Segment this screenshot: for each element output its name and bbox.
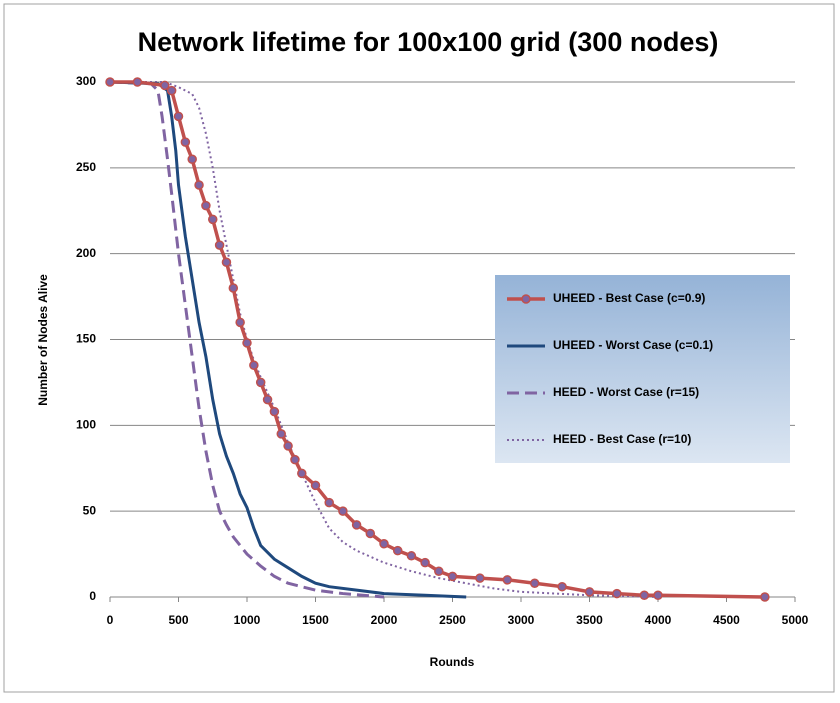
marker: [160, 80, 170, 91]
marker: [269, 406, 280, 417]
marker: [194, 180, 204, 190]
marker: [262, 394, 273, 405]
series-line: [109, 80, 385, 599]
legend-label: UHEED - Best Case (c=0.9): [553, 291, 705, 305]
marker: [310, 480, 321, 491]
x-tick-label: 500: [168, 613, 188, 627]
marker: [338, 506, 348, 516]
marker: [324, 497, 334, 508]
marker: [392, 545, 403, 556]
marker: [173, 111, 184, 122]
marker: [434, 566, 444, 576]
marker: [760, 592, 770, 602]
marker: [187, 154, 197, 164]
x-tick-label: 2000: [371, 613, 398, 627]
marker: [406, 551, 417, 561]
y-tick-label: 300: [76, 74, 96, 88]
legend-box: [495, 275, 790, 463]
legend-marker: [521, 294, 531, 304]
marker: [214, 240, 225, 250]
marker: [290, 454, 300, 465]
marker: [242, 338, 252, 348]
legend-label: HEED - Worst Case (r=15): [553, 385, 699, 399]
marker: [612, 588, 622, 599]
x-tick-label: 3000: [508, 613, 535, 627]
marker: [502, 575, 513, 585]
marker: [235, 317, 245, 328]
x-axis-label: Rounds: [430, 655, 475, 669]
y-tick-label: 50: [83, 503, 97, 517]
marker: [365, 528, 376, 539]
y-tick-label: 150: [76, 332, 96, 346]
marker: [276, 429, 286, 439]
marker: [447, 571, 458, 582]
chart-title: Network lifetime for 100x100 grid (300 n…: [138, 27, 719, 57]
x-tick-label: 1000: [234, 613, 261, 627]
y-tick-label: 250: [76, 160, 96, 174]
x-tick-label: 1500: [302, 613, 329, 627]
marker: [475, 573, 485, 583]
x-tick-label: 3500: [576, 613, 603, 627]
marker: [166, 85, 177, 96]
marker: [557, 581, 567, 592]
marker: [420, 557, 430, 568]
y-axis-label: Number of Nodes Alive: [36, 274, 50, 406]
y-tick-label: 200: [76, 246, 96, 260]
y-tick-label: 0: [89, 589, 96, 603]
legend-label: UHEED - Worst Case (c=0.1): [553, 338, 713, 352]
x-tick-label: 0: [107, 613, 114, 627]
marker: [132, 77, 143, 87]
marker: [653, 590, 663, 601]
marker: [105, 77, 115, 87]
x-tick-label: 4500: [713, 613, 740, 627]
marker: [529, 578, 540, 589]
marker: [228, 283, 239, 293]
marker: [180, 137, 191, 147]
marker: [221, 257, 232, 267]
marker: [283, 441, 293, 451]
marker: [351, 520, 362, 530]
legend-label: HEED - Best Case (r=10): [553, 432, 691, 446]
marker: [379, 539, 389, 549]
x-tick-label: 4000: [645, 613, 672, 627]
marker: [584, 587, 595, 597]
marker: [297, 468, 307, 479]
marker: [208, 214, 218, 225]
marker: [639, 590, 650, 601]
series-line: [109, 80, 467, 599]
marker: [201, 200, 211, 211]
marker: [249, 360, 259, 370]
y-tick-label: 100: [76, 418, 96, 432]
x-tick-label: 5000: [782, 613, 809, 627]
marker: [255, 377, 266, 388]
x-tick-label: 2500: [439, 613, 466, 627]
